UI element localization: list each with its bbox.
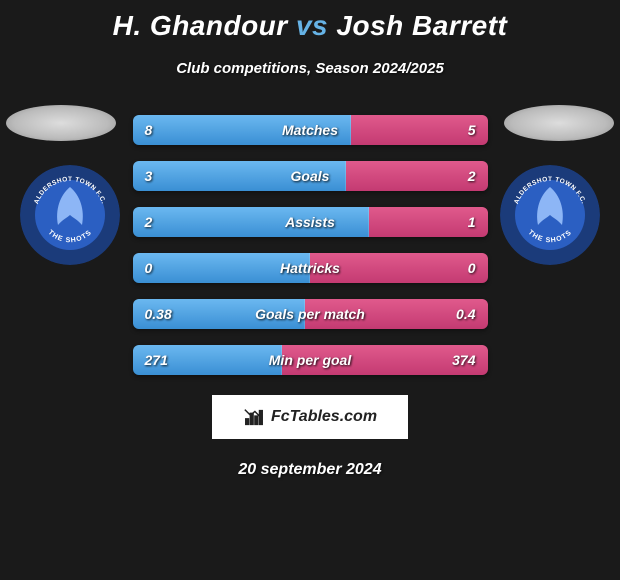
brand-box[interactable]: FcTables.com bbox=[212, 395, 408, 439]
player1-name: H. Ghandour bbox=[113, 10, 288, 41]
stat-value-right: 374 bbox=[452, 352, 475, 368]
stat-label: Goals bbox=[291, 168, 330, 184]
comparison-card: H. Ghandour vs Josh Barrett Club competi… bbox=[0, 0, 620, 479]
stat-value-left: 271 bbox=[145, 352, 168, 368]
club-badge-left: ALDERSHOT TOWN F.C. THE SHOTS bbox=[20, 165, 120, 265]
stat-label: Goals per match bbox=[255, 306, 365, 322]
stat-value-right: 2 bbox=[468, 168, 476, 184]
stat-label: Hattricks bbox=[280, 260, 340, 276]
stat-value-left: 8 bbox=[145, 122, 153, 138]
vs-text: vs bbox=[296, 10, 328, 41]
date-text: 20 september 2024 bbox=[0, 461, 620, 479]
stat-row: 3 2 Goals bbox=[133, 161, 488, 191]
stat-value-right: 1 bbox=[468, 214, 476, 230]
player2-name: Josh Barrett bbox=[336, 10, 507, 41]
club-badge-right-svg: ALDERSHOT TOWN F.C. THE SHOTS bbox=[500, 165, 600, 265]
club-badge-right: ALDERSHOT TOWN F.C. THE SHOTS bbox=[500, 165, 600, 265]
chart-icon bbox=[243, 406, 265, 428]
club-badge-left-svg: ALDERSHOT TOWN F.C. THE SHOTS bbox=[20, 165, 120, 265]
stat-value-right: 0 bbox=[468, 260, 476, 276]
stat-value-left: 2 bbox=[145, 214, 153, 230]
stat-value-right: 0.4 bbox=[456, 306, 475, 322]
stat-label: Assists bbox=[285, 214, 335, 230]
stat-bar-right bbox=[346, 161, 488, 191]
stat-row: 271 374 Min per goal bbox=[133, 345, 488, 375]
stat-row: 0 0 Hattricks bbox=[133, 253, 488, 283]
stat-row: 0.38 0.4 Goals per match bbox=[133, 299, 488, 329]
stat-value-left: 0 bbox=[145, 260, 153, 276]
stat-row: 8 5 Matches bbox=[133, 115, 488, 145]
decor-ellipse-left bbox=[6, 105, 116, 141]
brand-text: FcTables.com bbox=[271, 408, 377, 426]
stat-label: Min per goal bbox=[269, 352, 351, 368]
stat-row: 2 1 Assists bbox=[133, 207, 488, 237]
stat-value-left: 3 bbox=[145, 168, 153, 184]
page-title: H. Ghandour vs Josh Barrett bbox=[0, 0, 620, 42]
decor-ellipse-right bbox=[504, 105, 614, 141]
main-area: ALDERSHOT TOWN F.C. THE SHOTS ALDERSHOT … bbox=[0, 115, 620, 479]
subtitle: Club competitions, Season 2024/2025 bbox=[0, 60, 620, 77]
stat-value-left: 0.38 bbox=[145, 306, 172, 322]
stat-label: Matches bbox=[282, 122, 338, 138]
stat-rows: 8 5 Matches 3 2 Goals 2 1 Assists 0 0 Hattricks 0.38… bbox=[133, 115, 488, 375]
stat-value-right: 5 bbox=[468, 122, 476, 138]
